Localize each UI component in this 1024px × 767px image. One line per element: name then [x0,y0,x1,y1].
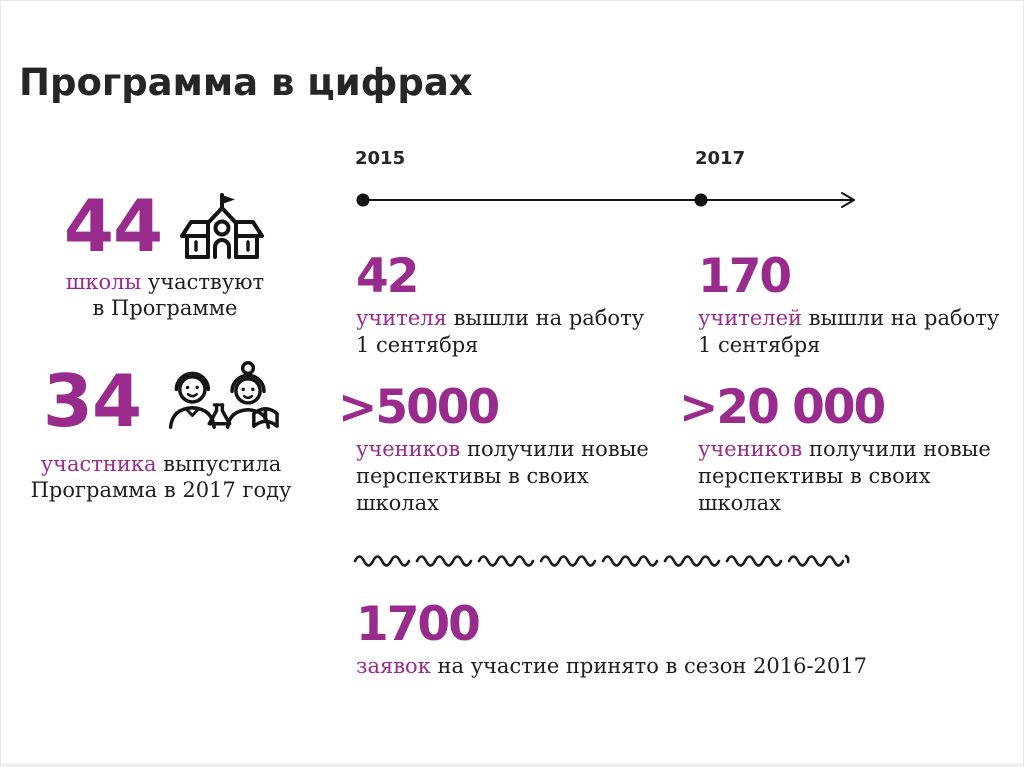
stat-caption: школы участвуют в Программе [37,269,293,321]
stat-value: 170 [698,249,792,304]
stat-caption: учеников получили новые перспективы в св… [356,436,668,517]
caption-line2: перспективы в своих [356,464,589,488]
caption-rest: участвуют [147,270,265,294]
teachers-icon [168,361,279,429]
stat-value: >5000 [338,380,500,435]
stat-caption: заявок на участие принято в сезон 2016-2… [356,653,896,680]
page-title: Программа в цифрах [19,61,473,104]
stat-value: 1700 [356,597,481,652]
school-icon [180,193,265,259]
stat-caption: учителей вышли на работу 1 сентября [698,305,1023,359]
timeline-dot-2017 [694,193,708,207]
caption-rest: получили новые [808,437,991,461]
stat-caption: учеников получили новые перспективы в св… [698,436,1009,517]
stat-students-2017: >20 000 учеников получили новые перспект… [679,382,1009,517]
caption-line3: школах [698,491,781,515]
caption-line2: 1 сентября [698,333,821,357]
caption-highlight: школы [65,270,142,294]
caption-highlight: учеников [698,437,803,461]
stat-students-2015: >5000 учеников получили новые перспектив… [338,382,668,517]
caption-highlight: учеников [356,437,461,461]
stat-schools: 44 школы участвуют в Программе [37,189,293,321]
caption-highlight: учителя [356,306,447,330]
caption-line2: Программа в 2017 году [30,478,292,502]
stat-value: 42 [356,249,419,304]
caption-line2: 1 сентября [356,333,479,357]
stat-teachers-2015: 42 учителя вышли на работу 1 сентября [356,251,686,359]
arrowhead-icon [841,192,855,208]
caption-line2: перспективы в своих [698,464,931,488]
stat-applications: 1700 заявок на участие принято в сезон 2… [356,599,896,680]
stat-caption: участника выпустила Программа в 2017 год… [23,451,299,503]
woman-with-book-icon [226,361,279,429]
caption-rest: на участие принято в сезон 2016-2017 [437,654,868,678]
timeline-dot-2015 [356,193,370,207]
stat-teachers-2017: 170 учителей вышли на работу 1 сентября [698,249,1023,359]
caption-rest: получили новые [466,437,649,461]
caption-highlight: учителей [698,306,803,330]
timeline-year-2015: 2015 [355,148,406,169]
stat-participants: 34 [23,357,299,503]
wavy-divider [353,554,850,567]
timeline-arrow [356,192,855,208]
stat-value: 34 [42,359,142,443]
stat-value: 44 [63,184,163,268]
caption-line3: школах [356,491,439,515]
stat-caption: учителя вышли на работу 1 сентября [356,305,686,359]
caption-rest: выпустила [163,452,282,476]
man-with-flask-icon [168,371,232,429]
caption-line2: в Программе [92,296,238,320]
caption-highlight: заявок [356,654,431,678]
caption-rest: вышли на работу [453,306,645,330]
caption-highlight: участника [40,452,157,476]
stat-value: >20 000 [679,380,886,435]
caption-rest: вышли на работу [808,306,1000,330]
timeline-year-2017: 2017 [695,148,746,169]
